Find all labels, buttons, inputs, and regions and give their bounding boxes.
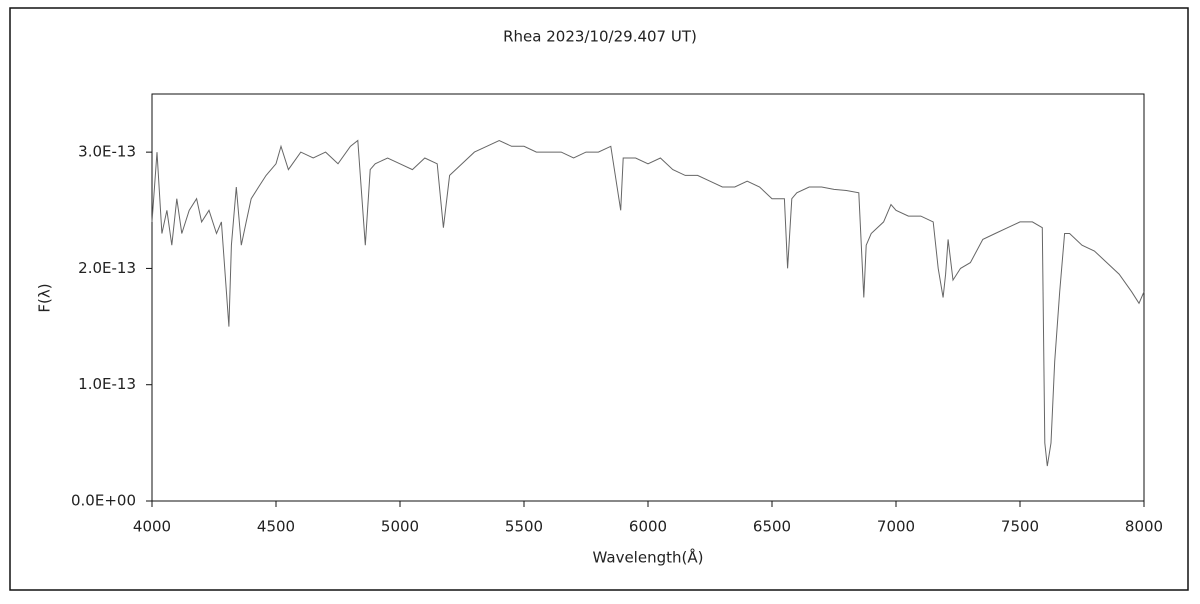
x-axis-label: Wavelength(Å) [593,548,704,567]
x-tick-label: 4000 [133,518,171,536]
plot-frame [151,93,1145,502]
x-tick-label: 6500 [753,518,791,536]
y-tick-label: 1.0E-13 [78,375,136,393]
x-tick-label: 7500 [1001,518,1039,536]
x-tick-label: 5500 [505,518,543,536]
y-tick-label: 0.0E+00 [71,492,136,510]
y-tick-label: 3.0E-13 [78,143,136,161]
y-axis-label: F(λ) [36,283,54,312]
y-tick-label: 2.0E-13 [78,259,136,277]
outer-frame [9,7,1189,591]
x-tick-label: 8000 [1125,518,1163,536]
x-tick-label: 4500 [257,518,295,536]
chart-title: Rhea 2023/10/29.407 UT) [503,28,697,46]
x-tick-label: 6000 [629,518,667,536]
x-tick-label: 5000 [381,518,419,536]
x-tick-label: 7000 [877,518,915,536]
spectrum-line [151,139,1145,467]
